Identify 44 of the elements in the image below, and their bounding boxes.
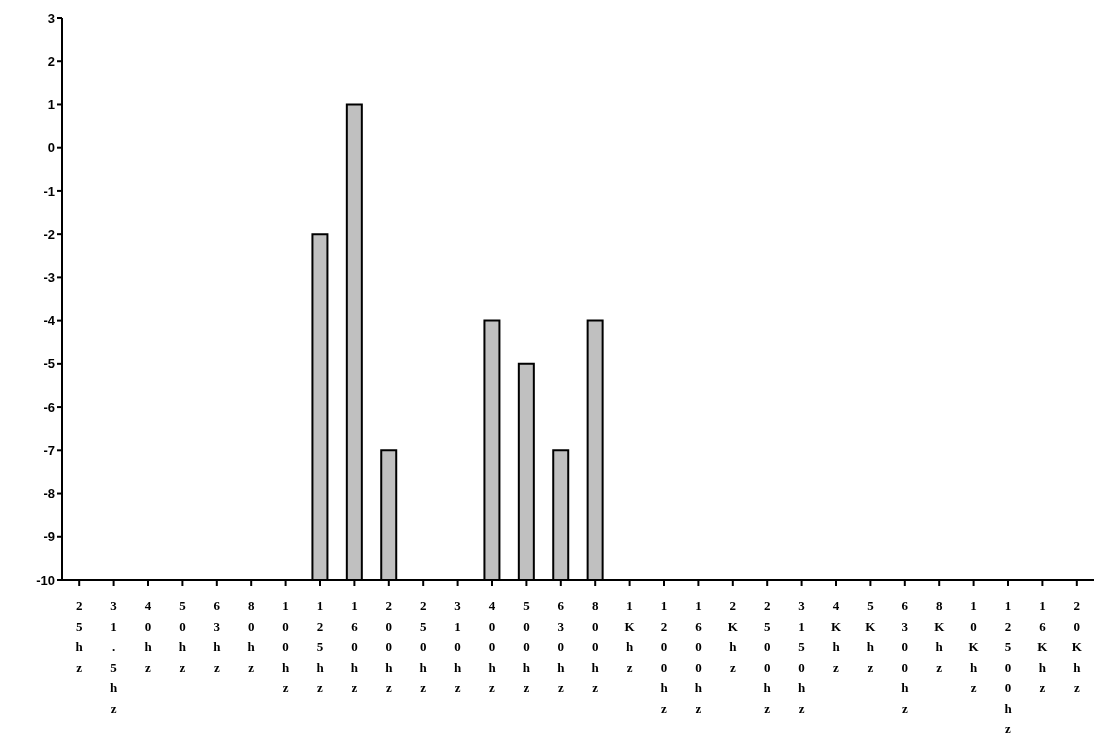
x-tick-label: 20Khz xyxy=(1071,598,1083,695)
x-tick-label: 800hz xyxy=(591,598,600,695)
y-tick-label: 1 xyxy=(47,97,55,113)
x-tick-label: 25hz xyxy=(75,598,84,675)
x-tick-label: 2500hz xyxy=(763,598,772,716)
y-tick-label: -5 xyxy=(43,356,55,372)
y-tick-label: -2 xyxy=(43,226,55,242)
y-tick-label: -7 xyxy=(43,442,55,458)
y-tick-label: -1 xyxy=(43,183,55,199)
y-tick-label: -9 xyxy=(43,529,55,545)
x-tick-label: 2Khz xyxy=(727,598,739,675)
x-tick-label: 31.5hz xyxy=(109,598,118,716)
x-tick-label: 310hz xyxy=(453,598,462,695)
x-tick-label: 630hz xyxy=(557,598,566,695)
x-tick-label: 8Khz xyxy=(934,598,946,675)
x-tick-label: 125hz xyxy=(316,598,325,695)
x-tick-label: 1600hz xyxy=(694,598,703,716)
x-tick-label: 6300hz xyxy=(901,598,910,716)
x-tick-label: 80hz xyxy=(247,598,256,675)
x-tick-label: 200hz xyxy=(385,598,394,695)
x-tick-label: 16Khz xyxy=(1037,598,1049,695)
y-tick-label: 0 xyxy=(47,140,55,156)
x-tick-label: 250hz xyxy=(419,598,428,695)
x-tick-label: 3150hz xyxy=(797,598,806,716)
x-tick-label: 4Khz xyxy=(830,598,842,675)
x-tick-label: 400hz xyxy=(488,598,497,695)
y-tick-label: -3 xyxy=(43,270,55,285)
y-tick-label: -4 xyxy=(43,313,56,329)
y-tick-label: 3 xyxy=(47,10,55,26)
x-tick-label: 1Khz xyxy=(624,598,636,675)
x-tick-label: 5Khz xyxy=(865,598,877,675)
x-tick-label: 12500hz xyxy=(1004,598,1013,736)
x-tick-label: 500hz xyxy=(522,598,531,695)
x-tick-label: 50hz xyxy=(178,598,187,675)
x-tick-label: 63hz xyxy=(213,598,222,675)
x-tick-label: 100hz xyxy=(281,598,290,695)
y-tick-label: -6 xyxy=(43,399,55,415)
x-tick-label: 160hz xyxy=(350,598,359,695)
y-tick-label: 2 xyxy=(47,53,55,69)
y-tick-label: -8 xyxy=(43,486,55,502)
x-tick-label: 40hz xyxy=(144,598,153,675)
y-tick-label: -10 xyxy=(36,572,55,588)
x-tick-label: 10Khz xyxy=(968,598,980,695)
x-tick-label: 1200hz xyxy=(660,598,669,716)
